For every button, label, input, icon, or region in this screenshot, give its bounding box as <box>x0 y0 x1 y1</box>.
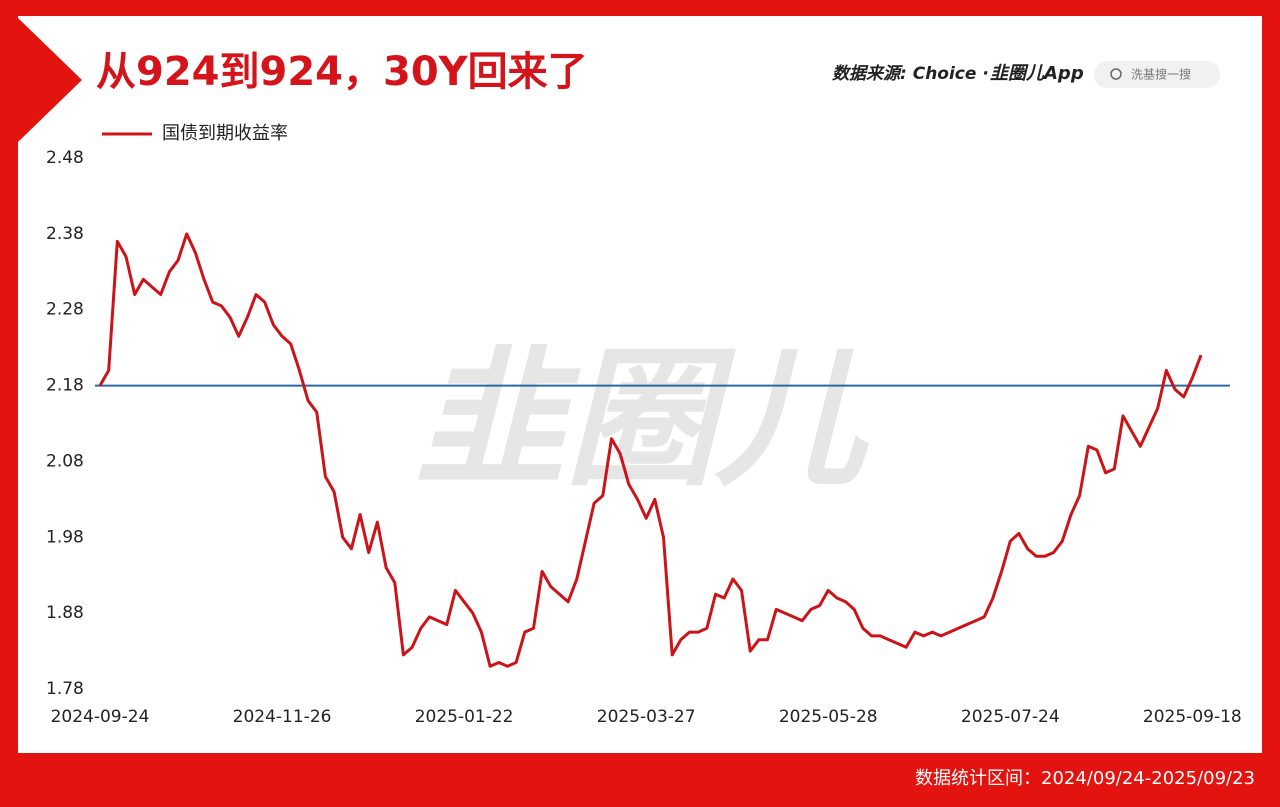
legend-label: 国债到期收益率 <box>162 123 288 144</box>
y-tick-label: 1.88 <box>46 603 84 623</box>
line-series <box>98 232 1203 668</box>
watermark: 韭圈儿 <box>415 333 870 507</box>
x-tick-label: 2025-07-24 <box>961 707 1060 727</box>
footer: 数据统计区间：2024/09/24-2025/09/23 <box>915 768 1255 789</box>
chart-title: 从924到924，30Y回来了 <box>96 49 588 95</box>
brand: 韭圈儿App <box>990 63 1084 84</box>
search-placeholder[interactable]: 洗基搜一搜 <box>1131 67 1191 82</box>
panel <box>18 16 1262 753</box>
y-tick-label: 2.28 <box>46 300 84 320</box>
x-tick-label: 2024-09-24 <box>51 707 150 727</box>
x-tick-label: 2025-09-18 <box>1143 707 1242 727</box>
x-tick-label: 2025-01-22 <box>415 707 514 727</box>
x-tick-label: 2025-05-28 <box>779 707 878 727</box>
y-tick-label: 2.18 <box>46 376 84 396</box>
y-tick-label: 2.08 <box>46 451 84 471</box>
y-tick-label: 2.48 <box>46 148 84 168</box>
y-tick-label: 2.38 <box>46 224 84 244</box>
y-tick-label: 1.98 <box>46 527 84 547</box>
source: 数据来源: Choice · <box>832 64 989 84</box>
x-tick-label: 2024-11-26 <box>233 707 332 727</box>
y-tick-label: 1.78 <box>46 679 84 699</box>
flag <box>18 18 82 142</box>
x-tick-label: 2025-03-27 <box>597 707 696 727</box>
search-box[interactable] <box>1094 61 1220 88</box>
search-icon <box>1110 68 1122 80</box>
